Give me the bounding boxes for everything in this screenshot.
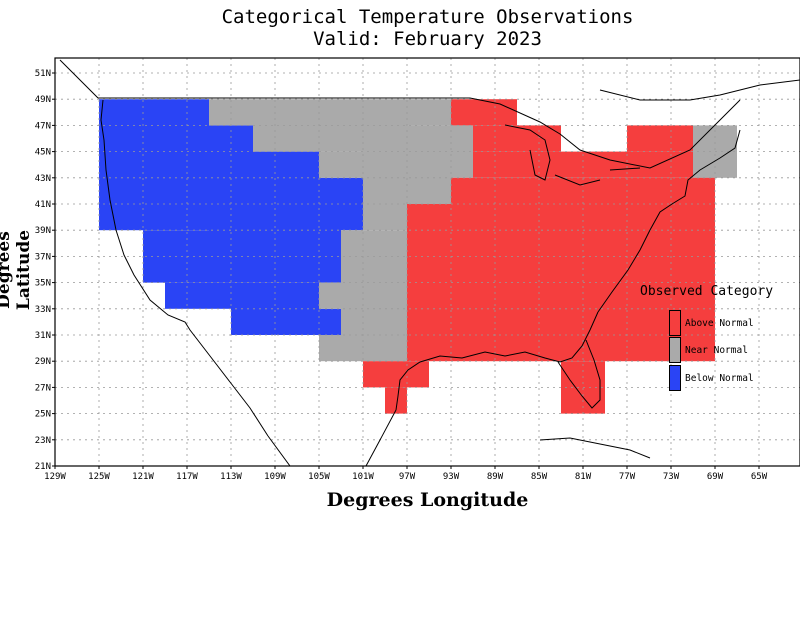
canada-coast <box>59 59 800 101</box>
x-tick-label: 105W <box>308 472 330 482</box>
legend-label-near: Near Normal <box>685 344 748 356</box>
cuba <box>539 437 651 459</box>
legend-label-above: Above Normal <box>685 317 754 329</box>
chart-title: Categorical Temperature Observations <box>221 6 634 28</box>
x-tick-label: 65W <box>751 472 768 482</box>
category-region-14 <box>407 99 451 126</box>
x-tick-label: 129W <box>44 472 66 482</box>
y-tick-label: 27N <box>35 383 51 393</box>
category-region-8 <box>341 177 363 231</box>
chart-subtitle: Valid: February 2023 <box>313 28 542 50</box>
us-west-coast <box>100 99 269 437</box>
y-tick-label: 49N <box>35 95 51 105</box>
category-region-28 <box>385 387 407 414</box>
y-tick-label: 31N <box>35 331 51 341</box>
x-tick-label: 109W <box>264 472 286 482</box>
florida-peninsula <box>557 339 601 409</box>
category-region-16 <box>319 335 407 362</box>
x-tick-label: 121W <box>132 472 154 482</box>
x-tick-label: 93W <box>443 472 460 482</box>
legend-swatch-above <box>669 310 681 336</box>
y-tick-label: 37N <box>35 252 51 262</box>
category-region-18 <box>363 204 407 231</box>
us-gulf-coast <box>395 311 599 411</box>
x-tick-label: 73W <box>663 472 680 482</box>
x-axis-label: Degrees Longitude <box>326 489 529 511</box>
y-tick-label: 25N <box>35 410 51 420</box>
category-region-27 <box>363 361 429 388</box>
x-tick-label: 101W <box>352 472 374 482</box>
category-region-25 <box>451 99 517 126</box>
y-tick-label: 35N <box>35 279 51 289</box>
canada-border <box>98 97 741 169</box>
y-tick-label: 29N <box>35 357 51 367</box>
category-region-2 <box>165 282 231 309</box>
y-tick-label: 47N <box>35 121 51 131</box>
y-tick-label: 41N <box>35 200 51 210</box>
x-tick-label: 77W <box>619 472 636 482</box>
x-tick-label: 81W <box>575 472 592 482</box>
category-region-6 <box>319 308 341 335</box>
legend-label-below: Below Normal <box>685 372 754 384</box>
x-tick-label: 69W <box>707 472 724 482</box>
y-tick-label: 45N <box>35 148 51 158</box>
legend-title: Observed Category <box>640 284 774 299</box>
category-region-26 <box>627 125 693 152</box>
x-tick-label: 85W <box>531 472 548 482</box>
mexico-coast <box>267 409 397 466</box>
legend-swatch-near <box>669 337 681 363</box>
y-tick-labels: 51N 49N 47N 45N 43N 41N 39N 37N 35N 33N 31N 29N 27N 2… <box>35 69 55 472</box>
y-tick-label: 43N <box>35 174 51 184</box>
x-tick-label: 125W <box>88 472 110 482</box>
x-tick-label: 97W <box>399 472 416 482</box>
y-tick-label: 33N <box>35 305 51 315</box>
category-region-10 <box>253 99 407 152</box>
x-tick-label: 113W <box>220 472 242 482</box>
y-tick-label: 51N <box>35 69 51 79</box>
great-lakes <box>504 124 641 186</box>
category-region-24 <box>473 125 561 152</box>
category-region-4 <box>231 282 319 335</box>
category-region-0 <box>99 99 209 231</box>
category-region-7 <box>319 177 341 283</box>
x-tick-labels: 129W 125W 121W 117W 113W 109W 105W 101W 97W 93W 89… <box>44 466 768 482</box>
plot-frame <box>54 57 800 467</box>
category-region-17 <box>319 282 341 309</box>
x-tick-label: 117W <box>176 472 198 482</box>
legend-swatch-below <box>669 365 681 391</box>
category-region-5 <box>253 151 319 283</box>
legend-item-below: Below Normal <box>669 364 754 392</box>
legend-item-above: Above Normal <box>669 309 754 337</box>
y-tick-label: 23N <box>35 436 51 446</box>
legend-item-near: Near Normal <box>669 336 748 364</box>
y-tick-label: 39N <box>35 226 51 236</box>
us-east-coast <box>597 129 741 313</box>
y-tick-label: 21N <box>35 462 51 472</box>
x-tick-label: 89W <box>487 472 504 482</box>
coastline-outline <box>59 59 800 466</box>
gridlines <box>55 58 800 466</box>
